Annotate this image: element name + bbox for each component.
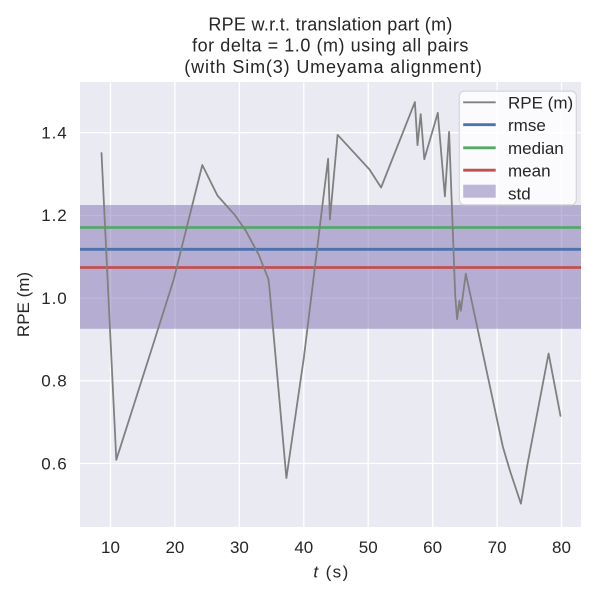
svg-text:RPE (m): RPE (m) <box>14 272 33 337</box>
svg-text:40: 40 <box>294 538 313 557</box>
svg-text:t (s): t (s) <box>313 563 349 582</box>
svg-text:20: 20 <box>165 538 184 557</box>
svg-text:50: 50 <box>359 538 378 557</box>
svg-text:std: std <box>508 185 531 204</box>
svg-text:70: 70 <box>488 538 507 557</box>
svg-text:60: 60 <box>423 538 442 557</box>
svg-text:30: 30 <box>230 538 249 557</box>
svg-text:1.0: 1.0 <box>41 289 67 308</box>
svg-text:rmse: rmse <box>508 116 546 135</box>
svg-text:10: 10 <box>101 538 120 557</box>
svg-text:0.6: 0.6 <box>41 454 67 473</box>
svg-text:RPE (m): RPE (m) <box>508 94 573 113</box>
svg-text:80: 80 <box>552 538 571 557</box>
svg-text:0.8: 0.8 <box>41 372 67 391</box>
svg-text:RPE w.r.t. translation part (m: RPE w.r.t. translation part (m) <box>208 15 452 35</box>
svg-text:median: median <box>508 139 564 158</box>
svg-text:mean: mean <box>508 162 551 181</box>
svg-text:(with Sim(3) Umeyama alignment: (with Sim(3) Umeyama alignment) <box>184 57 482 77</box>
svg-text:1.4: 1.4 <box>41 124 67 143</box>
svg-text:for delta = 1.0 (m) using all: for delta = 1.0 (m) using all pairs <box>192 36 469 56</box>
svg-text:1.2: 1.2 <box>41 206 67 225</box>
